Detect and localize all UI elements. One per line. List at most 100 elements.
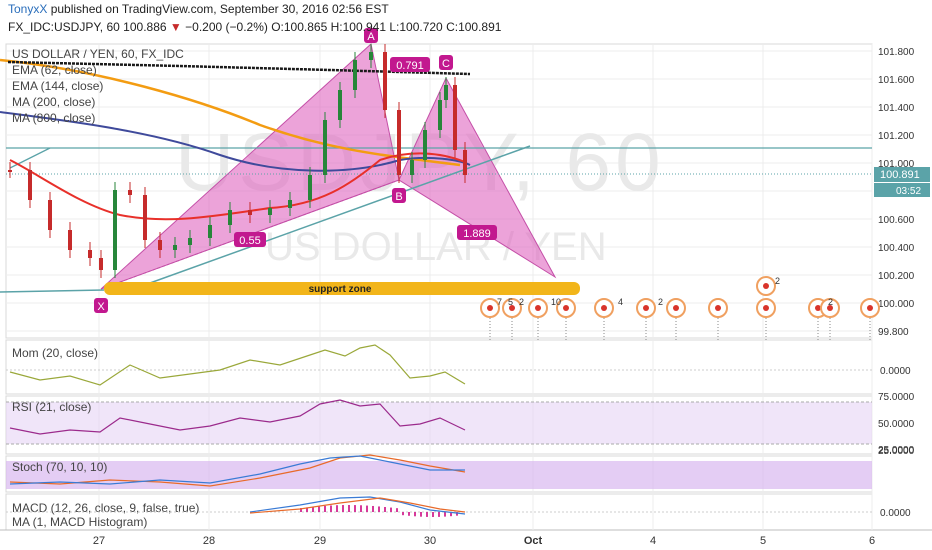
candle-body	[410, 160, 414, 175]
point-c-label-bg	[439, 55, 453, 70]
macd-histogram-bar	[312, 506, 314, 512]
candle-body	[383, 52, 387, 110]
time-tick-label: 28	[203, 535, 215, 547]
rsi-line	[9, 399, 466, 435]
macd-histogram-bar	[402, 512, 404, 516]
rsi-tick-label: 75.0000	[878, 392, 915, 403]
event-dot-icon	[601, 305, 607, 311]
candle-body	[48, 200, 52, 230]
macd-histogram-bar	[420, 512, 422, 517]
mom-line	[9, 344, 466, 386]
author-link[interactable]: TonyxX	[8, 2, 48, 16]
rsi-tick-label: 25.0000	[878, 445, 915, 456]
macd-histogram-bar	[438, 512, 440, 517]
event-count-label: 7	[497, 297, 502, 307]
legend-item-3: MA (200, close)	[12, 95, 95, 109]
stoch-tick-label: 25.0000	[878, 446, 915, 457]
macd-histogram-bar	[354, 505, 356, 512]
macd-histogram-bar	[330, 505, 332, 512]
event-count-label: 2	[828, 297, 833, 307]
macd-histogram-bar	[366, 505, 368, 512]
price-tick-label: 101.800	[878, 47, 915, 58]
high-value: H:100.941	[330, 20, 386, 34]
event-count-label: 2	[519, 297, 524, 307]
candle-body	[288, 200, 292, 208]
ratio-xb-label: 0.55	[239, 235, 260, 247]
macd-histogram-bar	[396, 508, 398, 512]
candle-body	[453, 85, 457, 150]
time-tick-label: 27	[93, 535, 105, 547]
price-tick-label: 99.800	[878, 327, 909, 338]
mom-pane-label: Mom (20, close)	[12, 346, 98, 360]
candle-body	[158, 240, 162, 250]
macd-histogram-bar	[318, 506, 320, 512]
rsi-band	[6, 402, 872, 444]
candle-body	[423, 130, 427, 160]
candle-body	[28, 170, 32, 200]
candle-body	[68, 230, 72, 250]
point-x-label: X	[97, 301, 105, 313]
low-value: L:100.720	[389, 20, 443, 34]
candle-body	[268, 208, 272, 215]
candle-body	[208, 225, 212, 238]
macd-histogram-bar	[432, 512, 434, 517]
stoch-band	[6, 461, 872, 489]
countdown-label: 03:52	[896, 186, 921, 197]
candle-body	[188, 238, 192, 245]
macd-histogram-bar	[306, 507, 308, 512]
publish-text: published on TradingView.com, September …	[47, 2, 389, 16]
candle-body	[143, 195, 147, 240]
time-tick-label: 29	[314, 535, 326, 547]
event-count-label: 4	[618, 297, 623, 307]
legend-item-4: MA (800, close)	[12, 111, 95, 125]
ratio-ac-label: 0.791	[396, 60, 424, 72]
event-count-label: 2	[658, 297, 663, 307]
candle-body	[369, 52, 373, 60]
macd-histogram-bar	[390, 507, 392, 512]
countdown-bg	[874, 183, 930, 197]
candle-body	[8, 170, 12, 172]
candle-body	[397, 110, 401, 175]
macd-histogram-bar	[444, 512, 446, 517]
event-dot-icon	[815, 305, 821, 311]
ratio-xb-label-bg	[234, 232, 266, 247]
macd-histogram-bar	[360, 505, 362, 512]
macd-histogram-bar	[300, 508, 302, 512]
legend-item-2: EMA (144, close)	[12, 79, 103, 93]
event-dot-icon	[487, 305, 493, 311]
time-tick-label: 4	[650, 535, 656, 547]
candle-body	[173, 245, 177, 250]
candle-body	[444, 85, 448, 100]
legend-item-0: US DOLLAR / YEN, 60, FX_IDC	[12, 47, 184, 61]
price-tick-label: 100.000	[878, 299, 915, 310]
macd-histogram-bar	[342, 505, 344, 512]
support-zone-label: support zone	[309, 284, 372, 295]
rsi-tick-label: 50.0000	[878, 419, 915, 430]
point-x-label-bg	[94, 298, 108, 313]
candle-body	[113, 190, 117, 270]
price-tick-label: 101.400	[878, 103, 915, 114]
candle-body	[99, 258, 103, 270]
event-dot-icon	[673, 305, 679, 311]
price-tick-label: 100.400	[878, 243, 915, 254]
price-tick-label: 100.200	[878, 271, 915, 282]
ratio-bd-label-bg	[457, 225, 497, 240]
event-count-label: 2	[775, 276, 780, 286]
event-dot-icon	[867, 305, 873, 311]
macd-histogram-bar	[456, 512, 458, 516]
time-tick-label: 5	[760, 535, 766, 547]
close-value: C:100.891	[446, 20, 502, 34]
macd-histogram-bar	[426, 512, 428, 517]
event-dot-icon	[563, 305, 569, 311]
macd-histogram-bar	[372, 505, 374, 512]
ema144-line	[0, 58, 461, 167]
stoch-pane-label: Stoch (70, 10, 10)	[12, 460, 107, 474]
event-count-label: 5	[508, 297, 513, 307]
symbol-line: FX_IDC:USDJPY, 60 100.886 ▼ −0.200 (−0.2…	[8, 20, 501, 34]
xb-ratio-line	[100, 179, 400, 290]
macd-histogram-bar	[450, 512, 452, 517]
macd-histogram-bar	[348, 505, 350, 512]
stoch-d-line	[9, 454, 466, 487]
candle-body	[463, 150, 467, 175]
